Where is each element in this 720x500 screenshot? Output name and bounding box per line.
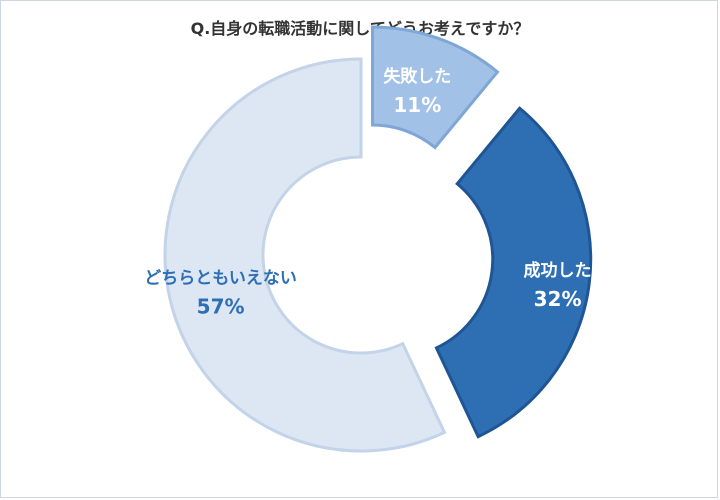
slice-value-label: 57% (197, 295, 245, 319)
slice-value-label: 11% (393, 93, 441, 117)
slice-category-label: どちらともいえない (144, 269, 297, 289)
donut-slice (434, 106, 593, 439)
donut-slice (371, 25, 500, 150)
chart-title: Q.自身の転職活動に関してどうお考えですか？ (190, 19, 530, 38)
slice-value-label: 32% (534, 287, 582, 311)
slice-category-label: 成功した (524, 260, 592, 281)
slice-category-label: 失敗した (383, 66, 451, 87)
donut-slice (163, 57, 447, 453)
